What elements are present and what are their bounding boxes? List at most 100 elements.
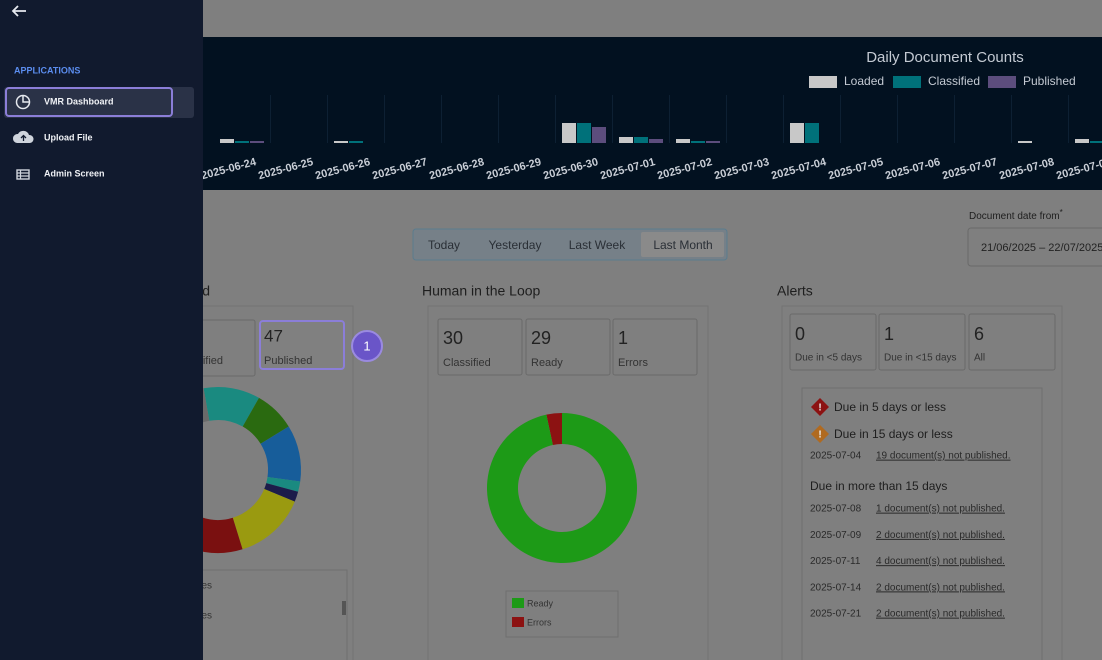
legend-box bbox=[505, 590, 619, 638]
selected-filter bbox=[641, 232, 724, 257]
alert-date: 2025-07-09 bbox=[810, 530, 862, 541]
alert-date: 2025-07-14 bbox=[810, 582, 862, 593]
donut-segment[interactable] bbox=[203, 387, 259, 427]
panel bbox=[427, 305, 709, 660]
bar[interactable] bbox=[691, 141, 705, 143]
donut-segment[interactable] bbox=[232, 489, 295, 550]
panel-title: Alerts bbox=[777, 283, 813, 299]
donut-segment[interactable] bbox=[242, 397, 289, 444]
filter-button[interactable]: Today bbox=[428, 238, 460, 252]
section-label: APPLICATIONS bbox=[14, 65, 80, 75]
bar[interactable] bbox=[619, 137, 633, 143]
sidebar-content: APPLICATIONS VMR Dashboard Upload File A… bbox=[4, 5, 194, 180]
bar[interactable] bbox=[334, 141, 348, 143]
donut-segment[interactable] bbox=[260, 426, 302, 482]
bar[interactable] bbox=[250, 141, 264, 143]
table-icon bbox=[16, 169, 30, 180]
legend-fragment: es bbox=[201, 581, 212, 592]
card-label: Due in <15 days bbox=[884, 353, 957, 364]
legend-fragment: es bbox=[201, 611, 212, 622]
date-input[interactable] bbox=[967, 227, 1102, 267]
bar[interactable] bbox=[805, 123, 819, 143]
back-arrow[interactable] bbox=[11, 5, 26, 17]
bar[interactable] bbox=[577, 123, 591, 143]
highlight-card[interactable] bbox=[259, 320, 345, 370]
alert-list bbox=[801, 387, 1043, 660]
table-icon bbox=[17, 170, 29, 179]
bar[interactable] bbox=[235, 141, 249, 143]
filter-button[interactable]: Yesterday bbox=[489, 238, 542, 252]
legend-label[interactable]: Errors bbox=[527, 617, 552, 627]
card bbox=[612, 318, 698, 376]
bar[interactable] bbox=[349, 141, 363, 143]
scrollbar[interactable] bbox=[342, 601, 346, 615]
card-value: 0 bbox=[795, 324, 805, 344]
chart-title: Daily Document Counts bbox=[866, 49, 1024, 66]
filter-button[interactable]: Last Month bbox=[653, 238, 712, 252]
nav-label[interactable]: VMR Dashboard bbox=[44, 96, 114, 106]
donut-segment[interactable] bbox=[264, 483, 299, 502]
bar[interactable] bbox=[634, 137, 648, 143]
card bbox=[968, 313, 1056, 371]
alert-link[interactable]: 2 document(s) not published. bbox=[876, 582, 1005, 593]
donut-segment[interactable] bbox=[266, 476, 301, 492]
bar[interactable] bbox=[706, 141, 720, 143]
legend-label[interactable]: Published bbox=[1023, 74, 1076, 88]
step-number: 1 bbox=[363, 338, 370, 353]
upload-icon bbox=[20, 134, 27, 141]
donut-segment[interactable] bbox=[546, 413, 562, 445]
legend-swatch[interactable] bbox=[512, 598, 524, 608]
card-label: Ready bbox=[531, 357, 563, 369]
legend-label[interactable]: Classified bbox=[928, 74, 980, 88]
alert-link[interactable]: 2 document(s) not published. bbox=[876, 530, 1005, 541]
nav-item-selected[interactable] bbox=[4, 87, 194, 118]
legend-label[interactable]: Ready bbox=[527, 598, 554, 608]
card bbox=[525, 318, 611, 376]
card-value: 6 bbox=[974, 324, 984, 344]
card-value: 29 bbox=[531, 328, 551, 348]
alert-date: 2025-07-21 bbox=[810, 609, 862, 620]
card bbox=[878, 313, 966, 371]
alert-date: 2025-07-11 bbox=[810, 556, 861, 567]
bar[interactable] bbox=[676, 139, 690, 143]
bar[interactable] bbox=[1075, 139, 1089, 143]
donut-segment[interactable] bbox=[487, 413, 638, 563]
bar[interactable] bbox=[592, 127, 606, 143]
card-label: All bbox=[974, 353, 985, 364]
alert-link[interactable]: 19 document(s) not published. bbox=[876, 451, 1011, 462]
nav-label[interactable]: Admin Screen bbox=[44, 168, 105, 178]
card-label: Due in <5 days bbox=[795, 353, 862, 364]
legend-swatch[interactable] bbox=[893, 76, 921, 88]
alert-link[interactable]: 2 document(s) not published. bbox=[876, 609, 1005, 620]
bar[interactable] bbox=[562, 123, 576, 143]
legend-swatch[interactable] bbox=[809, 76, 837, 88]
legend-label[interactable]: Loaded bbox=[844, 74, 884, 88]
legend-swatch[interactable] bbox=[988, 76, 1016, 88]
nav-label[interactable]: Upload File bbox=[44, 132, 93, 142]
bar[interactable] bbox=[1090, 141, 1102, 143]
panel-title: d bbox=[202, 283, 210, 299]
card bbox=[789, 313, 877, 371]
bar[interactable] bbox=[790, 123, 804, 143]
bar[interactable] bbox=[1018, 141, 1032, 143]
bar[interactable] bbox=[649, 139, 663, 143]
filter-button[interactable]: Last Week bbox=[569, 238, 626, 252]
alert-legend: Due in 15 days or less bbox=[834, 427, 953, 441]
alert-legend: Due in 5 days or less bbox=[834, 400, 946, 414]
card-label: Errors bbox=[618, 357, 648, 369]
legend-swatch[interactable] bbox=[512, 617, 524, 627]
alert-link[interactable]: 4 document(s) not published. bbox=[876, 556, 1005, 567]
card-label: Classified bbox=[443, 357, 491, 369]
dashboard-icon bbox=[22, 95, 30, 103]
step-badge bbox=[351, 330, 383, 362]
bar[interactable] bbox=[220, 139, 234, 143]
donut-segment[interactable] bbox=[191, 517, 243, 553]
alert-icon bbox=[811, 398, 829, 416]
card bbox=[437, 318, 523, 376]
panel bbox=[781, 305, 1063, 660]
alert-icon-mark: ! bbox=[818, 430, 821, 441]
card-value: 47 bbox=[264, 326, 283, 345]
alert-link[interactable]: 1 document(s) not published. bbox=[876, 504, 1005, 515]
card-label: ified bbox=[203, 355, 223, 367]
